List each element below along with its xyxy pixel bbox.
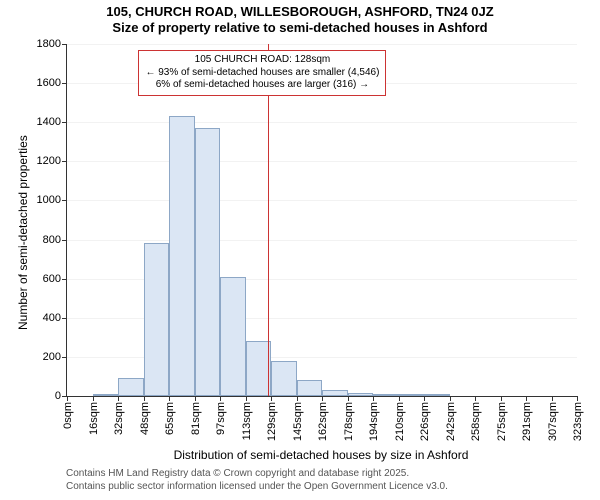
x-tick-label: 129sqm <box>264 402 278 441</box>
x-tick-mark <box>450 396 451 401</box>
x-tick-label: 48sqm <box>137 402 151 435</box>
y-tick-mark <box>62 200 67 201</box>
y-tick-mark <box>62 122 67 123</box>
x-tick-mark <box>271 396 272 401</box>
annotation-line-1: 105 CHURCH ROAD: 128sqm <box>145 54 379 67</box>
x-tick-label: 162sqm <box>315 402 329 441</box>
histogram-bar <box>373 394 399 396</box>
x-tick-mark <box>348 396 349 401</box>
reference-line <box>268 44 269 396</box>
x-tick-mark <box>322 396 323 401</box>
histogram-bar <box>322 390 348 396</box>
x-tick-mark <box>526 396 527 401</box>
annotation-line-3: 6% of semi-detached houses are larger (3… <box>145 79 379 92</box>
x-tick-mark <box>246 396 247 401</box>
title-line-2: Size of property relative to semi-detach… <box>0 20 600 36</box>
x-tick-label: 145sqm <box>290 402 304 441</box>
attribution: Contains HM Land Registry data © Crown c… <box>66 468 448 493</box>
x-tick-label: 81sqm <box>188 402 202 435</box>
x-tick-mark <box>424 396 425 401</box>
x-tick-label: 32sqm <box>111 402 125 435</box>
histogram-bar <box>399 394 425 396</box>
attribution-line-1: Contains HM Land Registry data © Crown c… <box>66 468 448 481</box>
x-tick-mark <box>475 396 476 401</box>
y-axis-label: Number of semi-detached properties <box>16 135 30 330</box>
x-tick-label: 258sqm <box>468 402 482 441</box>
x-tick-label: 97sqm <box>213 402 227 435</box>
x-tick-mark <box>399 396 400 401</box>
histogram-bar <box>169 116 195 396</box>
x-tick-mark <box>169 396 170 401</box>
x-tick-label: 307sqm <box>545 402 559 441</box>
gridline <box>67 200 577 201</box>
x-tick-mark <box>144 396 145 401</box>
y-tick-mark <box>62 318 67 319</box>
gridline <box>67 161 577 162</box>
y-tick-mark <box>62 279 67 280</box>
x-tick-label: 275sqm <box>494 402 508 441</box>
x-tick-label: 178sqm <box>341 402 355 441</box>
x-tick-mark <box>501 396 502 401</box>
x-tick-label: 226sqm <box>417 402 431 441</box>
histogram-bar <box>424 394 450 396</box>
histogram-bar <box>348 393 374 396</box>
x-tick-mark <box>373 396 374 401</box>
x-tick-mark <box>93 396 94 401</box>
gridline <box>67 122 577 123</box>
attribution-line-2: Contains public sector information licen… <box>66 481 448 494</box>
x-tick-label: 16sqm <box>86 402 100 435</box>
x-tick-mark <box>67 396 68 401</box>
chart-container: 105, CHURCH ROAD, WILLESBOROUGH, ASHFORD… <box>0 0 600 500</box>
histogram-bar <box>246 341 272 396</box>
y-tick-mark <box>62 44 67 45</box>
histogram-bar <box>144 243 170 396</box>
x-tick-label: 113sqm <box>239 402 253 440</box>
y-tick-mark <box>62 83 67 84</box>
histogram-bar <box>195 128 221 396</box>
x-tick-mark <box>195 396 196 401</box>
x-tick-mark <box>552 396 553 401</box>
x-tick-label: 291sqm <box>519 402 533 441</box>
chart-title: 105, CHURCH ROAD, WILLESBOROUGH, ASHFORD… <box>0 4 600 35</box>
x-tick-mark <box>118 396 119 401</box>
y-tick-mark <box>62 240 67 241</box>
plot-area: 020040060080010001200140016001800105 CHU… <box>66 44 577 397</box>
annotation-box: 105 CHURCH ROAD: 128sqm← 93% of semi-det… <box>138 50 386 96</box>
x-tick-label: 242sqm <box>443 402 457 441</box>
x-tick-mark <box>220 396 221 401</box>
x-tick-label: 323sqm <box>570 402 584 441</box>
histogram-bar <box>118 378 144 396</box>
annotation-line-2: ← 93% of semi-detached houses are smalle… <box>145 67 379 80</box>
y-tick-mark <box>62 161 67 162</box>
histogram-bar <box>220 277 246 396</box>
x-tick-label: 0sqm <box>60 402 74 429</box>
x-tick-label: 194sqm <box>366 402 380 441</box>
gridline <box>67 44 577 45</box>
x-axis-label: Distribution of semi-detached houses by … <box>66 448 576 462</box>
histogram-bar <box>271 361 297 396</box>
x-tick-mark <box>577 396 578 401</box>
x-tick-label: 65sqm <box>162 402 176 435</box>
histogram-bar <box>297 380 323 396</box>
title-line-1: 105, CHURCH ROAD, WILLESBOROUGH, ASHFORD… <box>0 4 600 20</box>
histogram-bar <box>93 394 119 396</box>
gridline <box>67 240 577 241</box>
x-tick-mark <box>297 396 298 401</box>
x-tick-label: 210sqm <box>392 402 406 441</box>
y-tick-mark <box>62 357 67 358</box>
